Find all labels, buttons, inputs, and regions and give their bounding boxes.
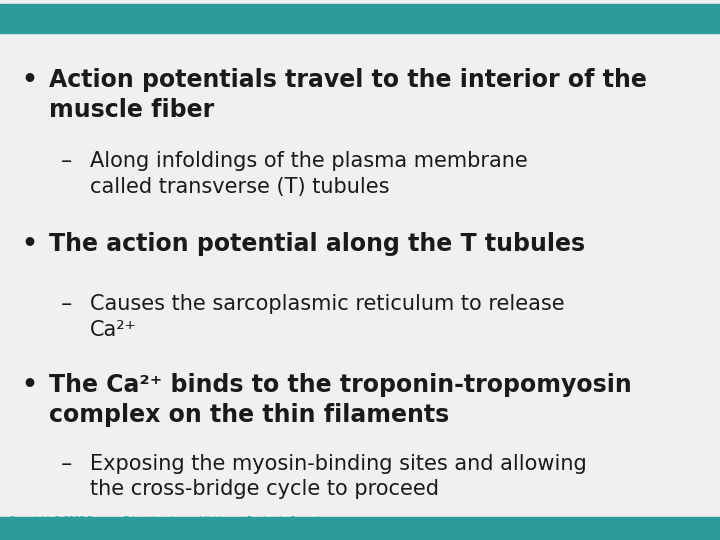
- Text: –: –: [61, 151, 73, 171]
- Text: Exposing the myosin-binding sites and allowing
the cross-bridge cycle to proceed: Exposing the myosin-binding sites and al…: [90, 454, 587, 499]
- Text: The Ca²⁺ binds to the troponin-tropomyosin
complex on the thin filaments: The Ca²⁺ binds to the troponin-tropomyos…: [49, 373, 631, 427]
- Text: Copyright © 2005 Pearson Education, Inc. publishing as Benjamin Cummings: Copyright © 2005 Pearson Education, Inc.…: [9, 516, 334, 525]
- Text: •: •: [22, 68, 37, 91]
- Text: –: –: [61, 454, 73, 474]
- Bar: [0, 4, 720, 33]
- Text: –: –: [61, 294, 73, 314]
- Text: Along infoldings of the plasma membrane
called transverse (T) tubules: Along infoldings of the plasma membrane …: [90, 151, 528, 197]
- Text: The action potential along the T tubules: The action potential along the T tubules: [49, 232, 585, 256]
- Text: •: •: [22, 373, 37, 396]
- Text: •: •: [22, 232, 37, 256]
- Bar: [0, 517, 720, 540]
- Text: Causes the sarcoplasmic reticulum to release
Ca²⁺: Causes the sarcoplasmic reticulum to rel…: [90, 294, 564, 340]
- Text: Action potentials travel to the interior of the
muscle fiber: Action potentials travel to the interior…: [49, 68, 647, 122]
